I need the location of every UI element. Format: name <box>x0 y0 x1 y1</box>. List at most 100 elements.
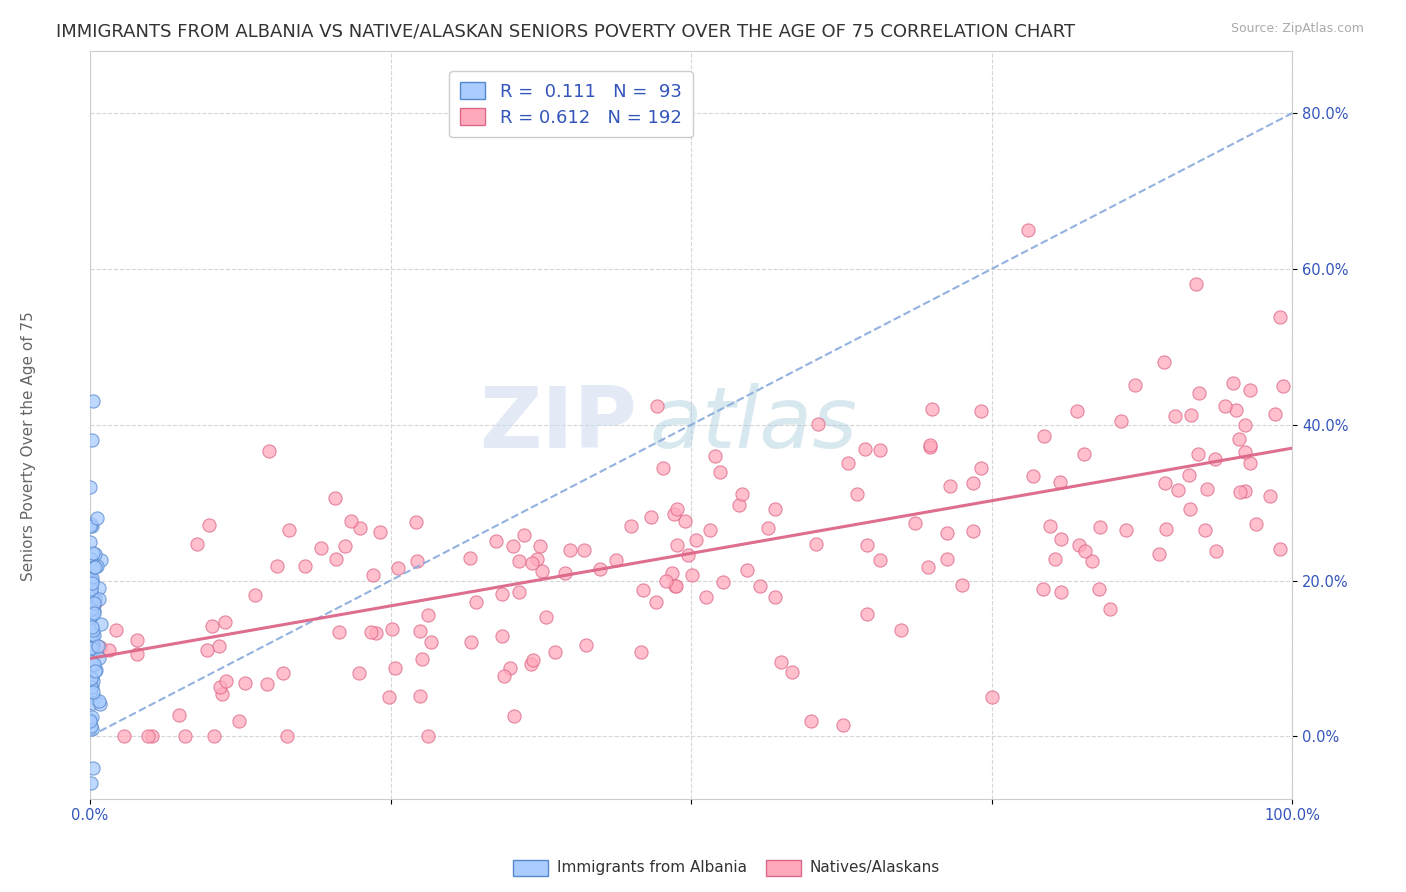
Point <box>79 646 101 660</box>
Point <box>645 399 668 413</box>
Point <box>79 582 101 596</box>
Point <box>918 438 941 452</box>
Point <box>1268 542 1291 557</box>
Legend: R =  0.111   N =  93, R = 0.612   N = 192: R = 0.111 N = 93, R = 0.612 N = 192 <box>450 71 693 137</box>
Point <box>1227 432 1250 446</box>
Point <box>520 556 543 570</box>
Point <box>460 634 482 648</box>
Point <box>845 486 868 500</box>
Point <box>84 595 107 609</box>
Point <box>662 507 685 521</box>
Point <box>138 730 160 744</box>
Point <box>80 590 103 604</box>
Point <box>294 558 316 573</box>
Point <box>186 537 208 551</box>
Point <box>508 584 530 599</box>
Point <box>503 709 526 723</box>
Point <box>125 648 148 662</box>
Point <box>1271 379 1294 393</box>
Point <box>534 609 557 624</box>
Point <box>87 694 110 708</box>
Text: Seniors Poverty Over the Age of 75: Seniors Poverty Over the Age of 75 <box>21 311 35 581</box>
Point <box>214 615 236 629</box>
Point <box>935 525 957 540</box>
Point <box>917 559 939 574</box>
Point <box>526 552 548 566</box>
Point <box>1178 468 1201 483</box>
Point <box>127 633 149 648</box>
Point <box>384 661 406 675</box>
Point <box>80 722 103 736</box>
Point <box>411 651 433 665</box>
Point <box>80 434 103 448</box>
Point <box>80 576 103 591</box>
Point <box>215 674 238 689</box>
Point <box>84 664 107 678</box>
Point <box>1194 523 1216 537</box>
Point <box>969 461 991 475</box>
Point <box>630 645 652 659</box>
Point <box>89 698 111 712</box>
Point <box>654 574 676 589</box>
Point <box>84 547 107 561</box>
Point <box>904 516 927 531</box>
Point <box>82 685 104 699</box>
Point <box>83 604 105 618</box>
Point <box>82 394 104 409</box>
Point <box>458 550 481 565</box>
Point <box>1244 516 1267 531</box>
Point <box>82 761 104 775</box>
Point <box>531 564 554 578</box>
Point <box>709 466 731 480</box>
Point <box>1087 582 1109 597</box>
Point <box>1239 383 1261 397</box>
Point <box>1229 485 1251 500</box>
Point <box>79 611 101 625</box>
Point <box>80 710 103 724</box>
Point <box>1204 452 1226 467</box>
Point <box>80 517 103 532</box>
Point <box>560 543 582 558</box>
Point <box>1123 377 1146 392</box>
Point <box>756 520 779 534</box>
Point <box>633 582 655 597</box>
Point <box>831 718 853 732</box>
Point <box>82 673 104 688</box>
Point <box>257 444 280 458</box>
Point <box>339 514 361 528</box>
Text: ZIP: ZIP <box>479 384 637 467</box>
Point <box>82 518 104 533</box>
Point <box>79 713 101 727</box>
Point <box>79 519 101 533</box>
Point <box>529 539 551 553</box>
Point <box>278 523 301 537</box>
Point <box>780 665 803 679</box>
Point <box>363 568 385 582</box>
Point <box>79 714 101 728</box>
Point <box>200 619 222 633</box>
Point <box>80 555 103 569</box>
Point <box>419 635 441 649</box>
Point <box>208 681 231 695</box>
Point <box>749 579 772 593</box>
Point <box>1032 582 1054 596</box>
Point <box>82 638 104 652</box>
Point <box>349 521 371 535</box>
Point <box>83 606 105 620</box>
Point <box>84 663 107 677</box>
Point <box>806 417 828 432</box>
Point <box>1187 447 1209 461</box>
Point <box>1050 584 1073 599</box>
Point <box>208 639 231 653</box>
Point <box>1185 277 1208 292</box>
Point <box>1090 519 1112 533</box>
Point <box>980 690 1002 705</box>
Point <box>79 627 101 641</box>
Point <box>256 677 278 691</box>
Point <box>837 456 859 470</box>
Point <box>79 776 101 790</box>
Point <box>950 577 973 591</box>
Point <box>1153 355 1175 369</box>
Point <box>673 514 696 528</box>
Point <box>80 586 103 600</box>
